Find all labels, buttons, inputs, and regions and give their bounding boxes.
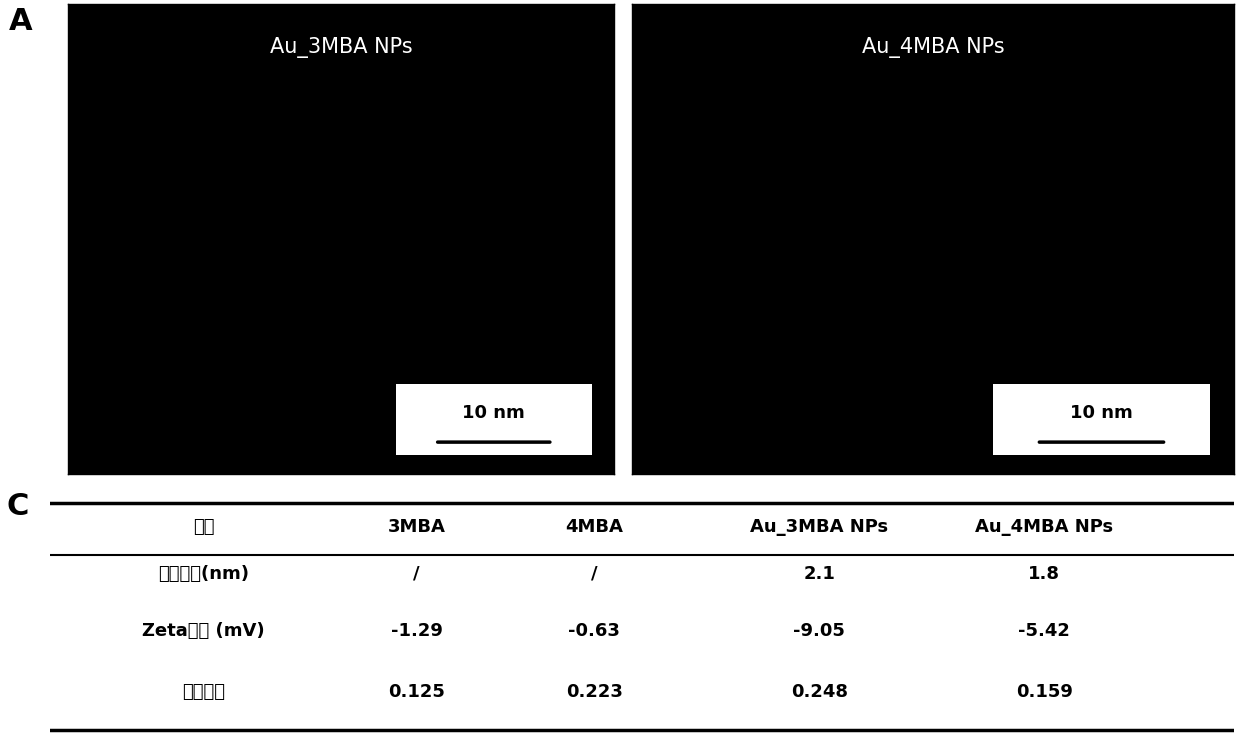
Bar [396, 384, 591, 455]
Text: 10 nm: 10 nm [463, 404, 526, 422]
Text: -5.42: -5.42 [1018, 622, 1070, 640]
Text: /: / [591, 565, 598, 583]
Text: 10 nm: 10 nm [1070, 404, 1133, 422]
Text: 3MBA: 3MBA [388, 517, 445, 536]
Text: 材料: 材料 [192, 517, 215, 536]
Text: 分布系数: 分布系数 [182, 683, 224, 702]
Text: /: / [413, 565, 420, 583]
Text: -1.29: -1.29 [391, 622, 443, 640]
Text: 1.8: 1.8 [1028, 565, 1060, 583]
Text: 0.159: 0.159 [1016, 683, 1073, 702]
Text: 0.125: 0.125 [388, 683, 445, 702]
Text: Au_3MBA NPs: Au_3MBA NPs [269, 36, 413, 58]
Text: 2.1: 2.1 [804, 565, 836, 583]
Text: A: A [9, 7, 32, 36]
Text: Au_4MBA NPs: Au_4MBA NPs [862, 36, 1004, 58]
Text: 0.223: 0.223 [565, 683, 622, 702]
Bar [993, 384, 1210, 455]
Text: Au_3MBA NPs: Au_3MBA NPs [750, 517, 888, 536]
Text: C: C [6, 492, 29, 521]
Text: Au_4MBA NPs: Au_4MBA NPs [976, 517, 1114, 536]
Text: -0.63: -0.63 [568, 622, 620, 640]
Text: -9.05: -9.05 [794, 622, 846, 640]
Text: Zeta电位 (mV): Zeta电位 (mV) [143, 622, 265, 640]
Text: 4MBA: 4MBA [565, 517, 624, 536]
Text: 平均直径(nm): 平均直径(nm) [157, 565, 249, 583]
Text: 0.248: 0.248 [791, 683, 848, 702]
Text: B: B [573, 7, 596, 36]
